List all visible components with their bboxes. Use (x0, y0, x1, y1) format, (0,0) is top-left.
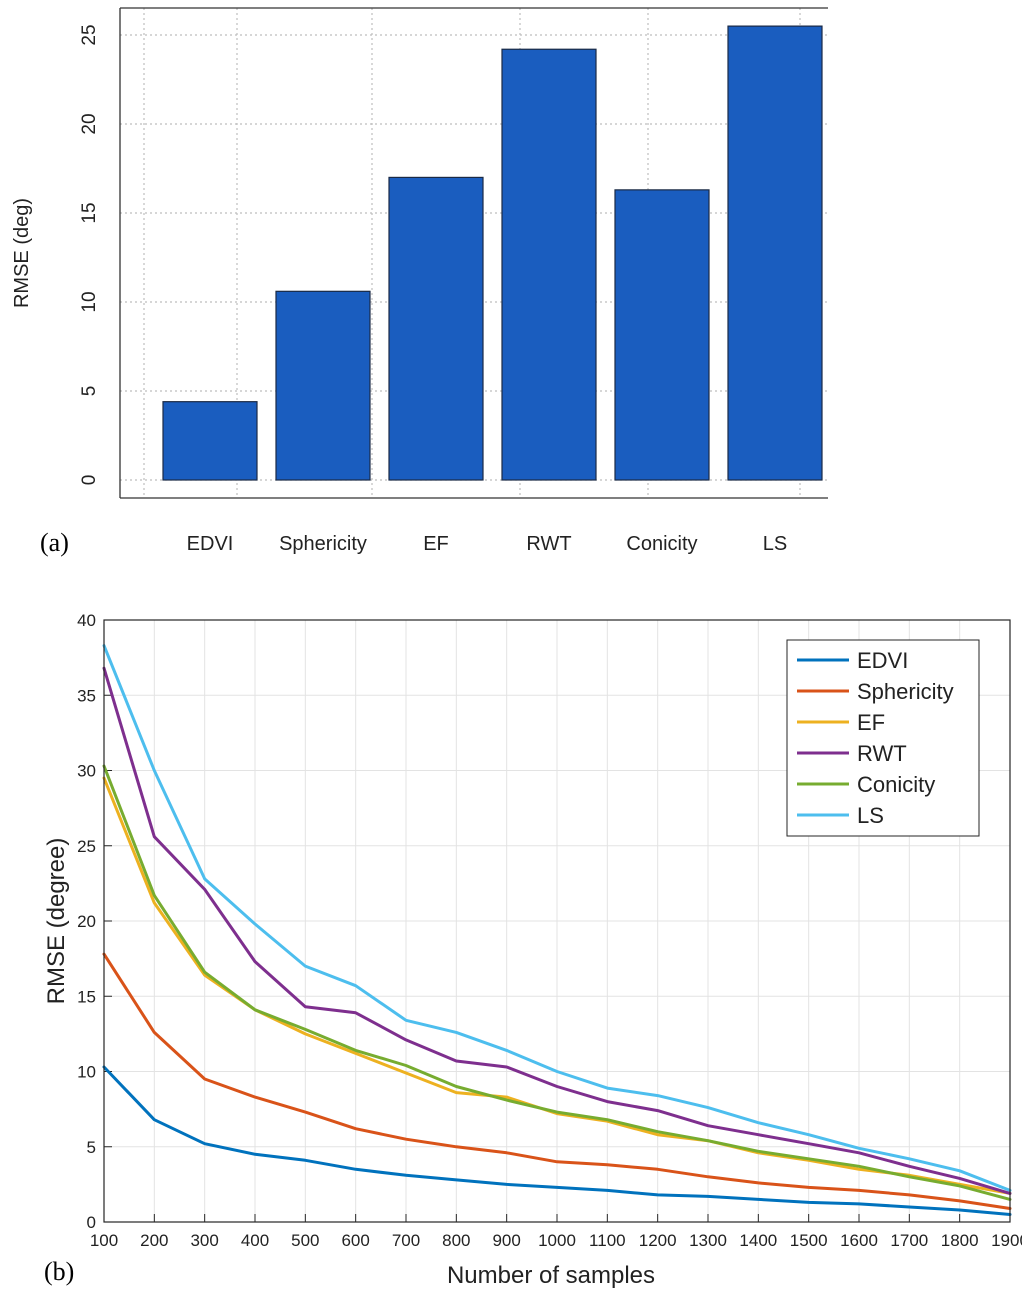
legend-label-rwt: RWT (857, 741, 907, 766)
line-chart-axes-box (103, 619, 1011, 1223)
bar-chart-axes (119, 7, 828, 499)
line-x-tick-11: 1200 (639, 1231, 677, 1250)
bar-category-label-3: RWT (526, 533, 571, 555)
bar-category-label-5: LS (763, 533, 787, 555)
line-x-tick-14: 1500 (790, 1231, 828, 1250)
bar-chart-category-labels: EDVI Sphericity EF RWT Conicity LS (187, 533, 788, 555)
series-line-ls (102, 644, 1012, 1192)
line-chart-series (102, 644, 1012, 1216)
bar-ef (388, 176, 484, 481)
bar-y-tick-5: 25 (79, 24, 100, 45)
line-x-tick-8: 900 (492, 1231, 520, 1250)
line-chart-legend: EDVI Sphericity EF RWT Conicity LS (786, 639, 980, 837)
bar-ls (727, 25, 823, 481)
line-x-tick-2: 300 (190, 1231, 218, 1250)
legend-label-ls: LS (857, 803, 884, 828)
line-x-tick-12: 1300 (689, 1231, 727, 1250)
legend-label-edvi: EDVI (857, 648, 908, 673)
series-line-rwt (102, 666, 1012, 1195)
line-chart-x-tick-labels: 100 200 300 400 500 600 700 800 900 1000 1100 1200 1… (90, 1231, 1022, 1250)
line-x-tick-13: 1400 (739, 1231, 777, 1250)
bar-y-tick-3: 15 (79, 202, 100, 223)
line-y-tick-2: 10 (77, 1063, 96, 1082)
legend-label-sphericity: Sphericity (857, 679, 954, 704)
line-x-tick-15: 1600 (840, 1231, 878, 1250)
bar-conicity (614, 189, 710, 481)
line-y-tick-6: 30 (77, 762, 96, 781)
bar-y-tick-0: 0 (79, 475, 100, 486)
line-x-tick-10: 1100 (589, 1231, 626, 1250)
line-x-tick-5: 600 (341, 1231, 369, 1250)
line-chart-rmse-vs-samples: 100 200 300 400 500 600 700 800 900 1000 1100 1200 1… (43, 611, 1022, 1289)
line-y-tick-4: 20 (77, 912, 96, 931)
bar-chart-bars (162, 25, 823, 481)
bar-y-tick-2: 10 (79, 291, 100, 312)
bar-y-tick-4: 20 (79, 113, 100, 134)
bar-category-label-1: Sphericity (279, 533, 367, 555)
bar-category-label-0: EDVI (187, 533, 234, 555)
line-x-tick-7: 800 (442, 1231, 470, 1250)
line-x-tick-6: 700 (392, 1231, 420, 1250)
bar-y-tick-1: 5 (79, 386, 100, 397)
line-y-tick-5: 25 (77, 837, 96, 856)
line-chart-y-axis-label: RMSE (degree) (43, 838, 70, 1005)
line-x-tick-4: 500 (291, 1231, 319, 1250)
panel-label-a: (a) (40, 528, 69, 557)
bar-sphericity (275, 290, 371, 481)
line-y-tick-0: 0 (87, 1213, 96, 1232)
legend-box (786, 639, 980, 837)
line-chart-y-tick-labels: 0 5 10 15 20 25 30 35 40 (77, 611, 96, 1232)
line-y-tick-3: 15 (77, 987, 96, 1006)
legend-label-conicity: Conicity (857, 772, 935, 797)
line-x-tick-3: 400 (241, 1231, 269, 1250)
line-y-tick-8: 40 (77, 611, 96, 630)
bar-category-label-4: Conicity (626, 533, 697, 555)
series-line-edvi (102, 1065, 1012, 1216)
bar-chart-y-axis-label: RMSE (deg) (11, 198, 33, 308)
bar-category-label-2: EF (423, 533, 449, 555)
bar-rwt (501, 48, 597, 481)
line-y-tick-7: 35 (77, 686, 96, 705)
line-chart-x-axis-label: Number of samples (447, 1262, 655, 1289)
line-x-tick-16: 1700 (890, 1231, 928, 1250)
line-x-tick-0: 100 (90, 1231, 118, 1250)
series-line-conicity (102, 764, 1012, 1201)
bar-edvi (162, 401, 258, 481)
legend-label-ef: EF (857, 710, 885, 735)
line-x-tick-1: 200 (140, 1231, 168, 1250)
bar-chart-rmse: 0 5 10 15 20 25 EDVI Sphericity EF RWT Conicity LS… (11, 7, 828, 557)
bar-chart-y-tick-labels: 0 5 10 15 20 25 (79, 24, 100, 485)
line-x-tick-9: 1000 (538, 1231, 576, 1250)
panel-label-b: (b) (44, 1257, 74, 1286)
line-x-tick-17: 1800 (941, 1231, 979, 1250)
series-line-sphericity (102, 952, 1012, 1210)
line-y-tick-1: 5 (87, 1138, 96, 1157)
